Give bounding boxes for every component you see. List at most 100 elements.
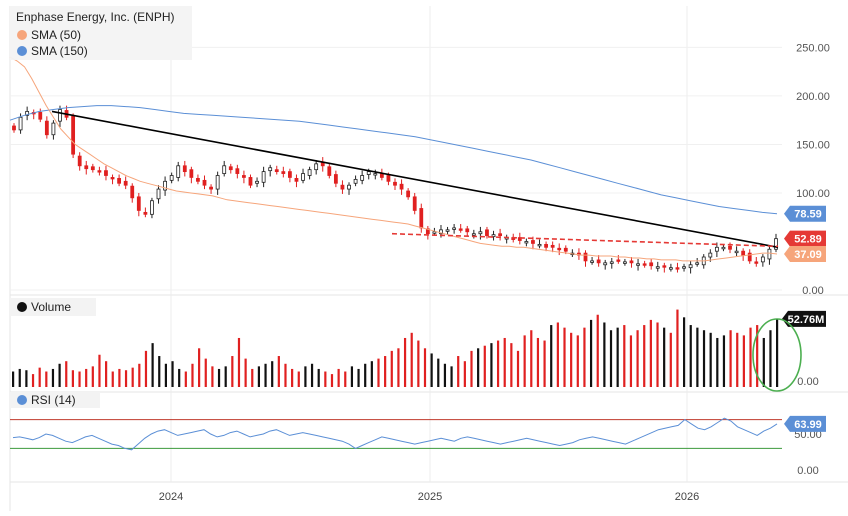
sma150-line [9, 105, 778, 215]
candle-body [110, 177, 115, 180]
volume-bar [463, 361, 466, 387]
sma150-badge: 78.59 [784, 205, 826, 222]
candle-body [445, 229, 450, 232]
candle-body [609, 261, 614, 264]
volume-bar [603, 322, 606, 387]
volume-bar [749, 327, 752, 387]
candle-body [642, 263, 647, 266]
volume-bar [151, 343, 154, 387]
volume-bar [257, 366, 261, 387]
candle-body [662, 265, 667, 268]
candle-body [636, 263, 640, 266]
volume-label: Volume [31, 300, 71, 314]
candle-body [695, 262, 700, 265]
legend-background [10, 6, 192, 60]
candle-body [196, 178, 200, 182]
volume-bar [310, 363, 314, 387]
candle-body [143, 211, 148, 215]
volume-bar [643, 325, 646, 387]
legend-swatch-sma150 [17, 46, 27, 56]
x-tick-label: 2026 [675, 491, 699, 503]
candle-body [150, 200, 154, 215]
x-tick-label: 2025 [418, 491, 442, 503]
legend-label-sma50: SMA (50) [31, 28, 81, 42]
volume-bar [144, 350, 148, 387]
candle-body [215, 175, 220, 190]
candle-body [498, 233, 503, 237]
rsi-legend-bg [10, 392, 100, 408]
volume-bar [357, 368, 360, 387]
candle-body [531, 240, 535, 244]
sma150-badge-label: 78.59 [794, 209, 822, 221]
volume-bar [38, 367, 41, 387]
volume-bar [337, 368, 340, 387]
volume-bar [217, 368, 221, 387]
candle-body [235, 168, 240, 174]
candle-body [439, 229, 443, 235]
volume-bar [324, 371, 327, 387]
volume-bar [516, 350, 520, 387]
volume-bar [58, 363, 61, 387]
close-badge: 52.89 [784, 230, 826, 247]
candle-body [71, 115, 76, 155]
candle-body [202, 179, 207, 186]
candle-body [228, 166, 233, 171]
volume-legend: Volume [10, 298, 96, 316]
rsi-legend: RSI (14) [10, 392, 100, 408]
candle-body [754, 261, 759, 264]
volume-highlight-ellipse [752, 318, 802, 392]
candle-body [274, 169, 279, 173]
volume-badge-label: 52.76M [788, 314, 825, 326]
candle-body [97, 170, 102, 173]
candle-body [458, 228, 463, 231]
candle-body [649, 262, 654, 267]
volume-bar [742, 335, 745, 387]
volume-bar [430, 353, 433, 387]
volume-bar [138, 363, 141, 387]
volume-bar [776, 318, 779, 387]
volume-bar [271, 361, 274, 387]
volume-bar [470, 350, 473, 387]
candle-body [550, 244, 555, 248]
candle-body [465, 228, 470, 233]
volume-bar [118, 368, 121, 387]
volume-bar [696, 327, 699, 387]
candle-body [406, 190, 411, 198]
volume-bar [457, 356, 460, 387]
volume-bar [676, 309, 679, 387]
volume-bar [164, 363, 167, 387]
candle-body [728, 245, 732, 250]
candle-body [340, 184, 345, 190]
volume-bar [297, 371, 300, 387]
candle-body [432, 231, 437, 234]
volume-bar [417, 340, 420, 387]
candle-body [117, 178, 122, 184]
candle-body [517, 237, 522, 241]
price-tick-label: 150.00 [796, 139, 830, 151]
candle-body [77, 155, 82, 167]
sma50-badge-label: 37.09 [794, 249, 822, 261]
volume-bar [12, 371, 15, 387]
candle-body [281, 171, 286, 174]
volume-bar [609, 330, 613, 387]
volume-bar [224, 366, 227, 387]
candle-body [169, 175, 174, 181]
candle-body [537, 243, 542, 247]
volume-bar [78, 371, 81, 387]
candle-body [721, 246, 726, 250]
volume-bar [178, 368, 181, 387]
candle-body [176, 165, 181, 178]
volume-bar [729, 330, 732, 387]
candle-body [767, 248, 772, 260]
candle-body [714, 246, 719, 252]
volume-bar [191, 363, 194, 387]
volume-bar [556, 322, 559, 387]
volume-bar [370, 361, 373, 387]
candle-body [478, 231, 483, 235]
volume-bar [410, 332, 413, 387]
candle-body [655, 266, 660, 269]
candle-body [25, 111, 30, 116]
candle-body [58, 109, 62, 122]
candle-body [452, 227, 457, 230]
